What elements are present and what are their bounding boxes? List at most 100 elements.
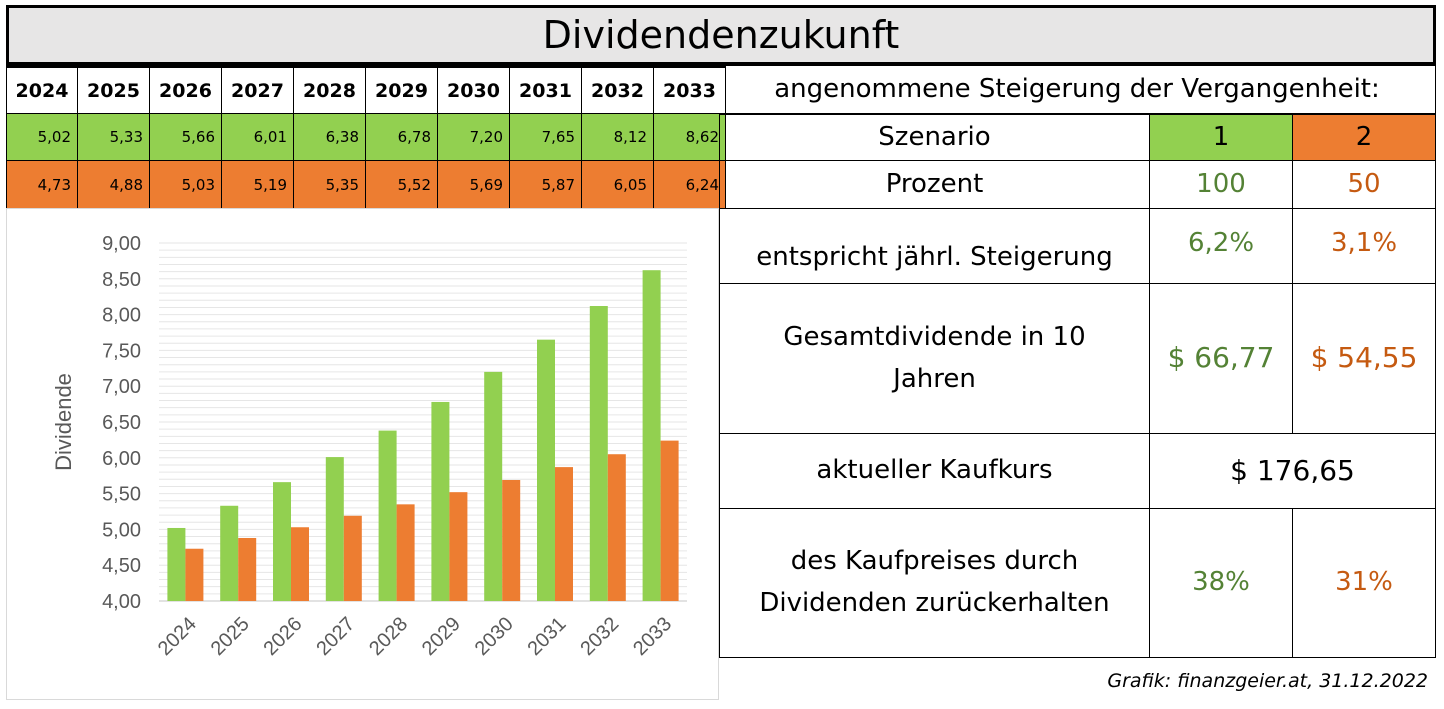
year-cell-text: 2033	[663, 79, 716, 102]
steigerung-2: 3,1%	[1330, 228, 1398, 258]
y-tick-label: 6,50	[102, 412, 141, 434]
x-tick-label: 2033	[629, 613, 676, 660]
x-tick-label: 2026	[260, 613, 307, 660]
scenario1-value-cell: 8,62	[653, 113, 726, 161]
scenario2-value-cell: 5,69	[437, 160, 510, 209]
prozent-2: 50	[1347, 168, 1381, 199]
bar-scenario2	[449, 492, 468, 601]
bar-chart: 4,00 4,50 5,00 5,50 6,00 6,50 7,00 7,50 8,00 8,50…	[51, 233, 687, 660]
scenario2-value-cell-text: 5,69	[469, 175, 503, 194]
szenario-1: 1	[1212, 121, 1230, 152]
scenario1-value-cell-text: 7,65	[541, 128, 575, 146]
y-tick-label: 8,00	[102, 305, 141, 327]
bar-scenario1	[325, 457, 344, 601]
year-cell: 2033	[653, 65, 726, 114]
gesamt-1-cell: $ 66,77	[1149, 283, 1293, 434]
year-cell-text: 2028	[303, 79, 356, 102]
scenario2-value-cell-text: 5,03	[181, 175, 215, 194]
y-tick-label: 7,00	[102, 376, 141, 398]
szenario-label: Szenario	[878, 121, 991, 152]
bar-scenario1	[642, 270, 661, 601]
y-tick-label: 8,50	[102, 269, 141, 291]
rueck-label-line2: Dividenden zurückerhalten	[759, 588, 1110, 618]
scenario1-value-cell-text: 5,02	[37, 128, 71, 146]
x-tick-label: 2024	[154, 613, 201, 660]
bar-scenario1	[220, 505, 239, 601]
bar-scenario2	[238, 537, 257, 601]
scenario2-value-cell: 5,35	[293, 160, 366, 209]
y-tick-label: 5,50	[102, 484, 141, 506]
scenario1-value-cell-text: 5,33	[109, 128, 143, 146]
x-tick-label: 2025	[207, 613, 254, 660]
year-cell: 2029	[365, 65, 438, 114]
rueck-label-cell: des Kaufpreises durch Dividenden zurücke…	[719, 508, 1150, 658]
prozent-label: Prozent	[885, 168, 984, 199]
scenario2-value-cell-text: 5,52	[397, 175, 431, 194]
x-tick-label: 2027	[312, 613, 359, 660]
scenario1-value-cell: 5,66	[149, 113, 222, 161]
chart-frame: 4,00 4,50 5,00 5,50 6,00 6,50 7,00 7,50 8,00 8,50…	[6, 208, 719, 700]
rueck-1-cell: 38%	[1149, 508, 1293, 658]
scenario1-value-cell: 7,65	[509, 113, 582, 161]
scenario2-value-cell: 6,24	[653, 160, 726, 209]
steigerung-label: entspricht jährl. Steigerung	[756, 242, 1113, 273]
gesamt-label-line2: Jahren	[893, 363, 976, 394]
scenario1-value-cell-text: 7,20	[469, 128, 503, 146]
gesamt-label-cell: Gesamtdividende in 10 Jahren	[719, 283, 1150, 434]
bar-scenario1	[484, 371, 503, 601]
right-header: angenommene Steigerung der Vergangenheit…	[719, 65, 1436, 114]
year-cell-text: 2030	[447, 79, 500, 102]
scenario2-value-cell: 4,73	[6, 160, 78, 209]
steigerung-2-cell: 3,1%	[1292, 208, 1436, 284]
kaufkurs-value-cell: $ 176,65	[1149, 433, 1436, 509]
year-cell: 2024	[6, 65, 78, 114]
year-cell: 2028	[293, 65, 366, 114]
scenario2-value-cell: 5,03	[149, 160, 222, 209]
year-cell-text: 2024	[15, 79, 69, 102]
x-tick-label: 2030	[471, 613, 518, 660]
bar-scenario2	[396, 504, 415, 601]
scenario2-value-cell: 5,19	[221, 160, 294, 209]
right-header-text: angenommene Steigerung der Vergangenheit…	[774, 73, 1380, 104]
year-cell-text: 2025	[87, 79, 140, 102]
bar-scenario2	[291, 527, 309, 601]
scenario2-value-cell: 6,05	[581, 160, 654, 209]
scenario1-value-cell: 6,01	[221, 113, 294, 161]
gesamt-label-line1: Gesamtdividende in 10	[783, 321, 1086, 352]
year-cell: 2025	[77, 65, 150, 114]
bar-scenario2	[185, 548, 204, 601]
scenario1-value-cell: 8,12	[581, 113, 654, 161]
year-cell-text: 2032	[591, 79, 644, 102]
steigerung-1-cell: 6,2%	[1149, 208, 1293, 284]
scenario2-value-cell: 5,52	[365, 160, 438, 209]
y-tick-label: 4,50	[102, 555, 141, 577]
scenario1-value-cell: 6,78	[365, 113, 438, 161]
scenario2-value-cell-text: 5,87	[541, 175, 575, 194]
scenario1-value-cell: 7,20	[437, 113, 510, 161]
bar-scenario2	[502, 479, 521, 601]
scenario1-value-cell-text: 8,12	[613, 128, 647, 146]
steigerung-1: 6,2%	[1187, 228, 1255, 258]
year-cell-text: 2027	[231, 79, 284, 102]
year-cell: 2032	[581, 65, 654, 114]
kaufkurs-label: aktueller Kaufkurs	[816, 455, 1053, 486]
scenario2-value-cell: 4,88	[77, 160, 150, 209]
year-cell: 2031	[509, 65, 582, 114]
rueck-2: 31%	[1335, 567, 1393, 598]
y-tick-label: 6,00	[102, 448, 141, 470]
szenario-label-cell: Szenario	[719, 114, 1150, 161]
scenario2-value-cell-text: 4,88	[109, 175, 143, 194]
x-tick-label: 2029	[418, 613, 465, 660]
bar-scenario1	[431, 401, 450, 601]
bar-scenario1	[273, 482, 291, 601]
bar-scenario2	[660, 440, 679, 601]
year-cell-text: 2029	[375, 79, 428, 102]
scenario1-value-cell: 6,38	[293, 113, 366, 161]
x-tick-label: 2031	[524, 613, 571, 660]
prozent-label-cell: Prozent	[719, 160, 1150, 209]
y-tick-label: 7,50	[102, 340, 141, 362]
prozent-2-cell: 50	[1292, 160, 1436, 209]
gesamt-2: $ 54,55	[1310, 341, 1418, 375]
bar-scenario2	[555, 467, 573, 601]
x-tick-label: 2032	[576, 613, 623, 660]
